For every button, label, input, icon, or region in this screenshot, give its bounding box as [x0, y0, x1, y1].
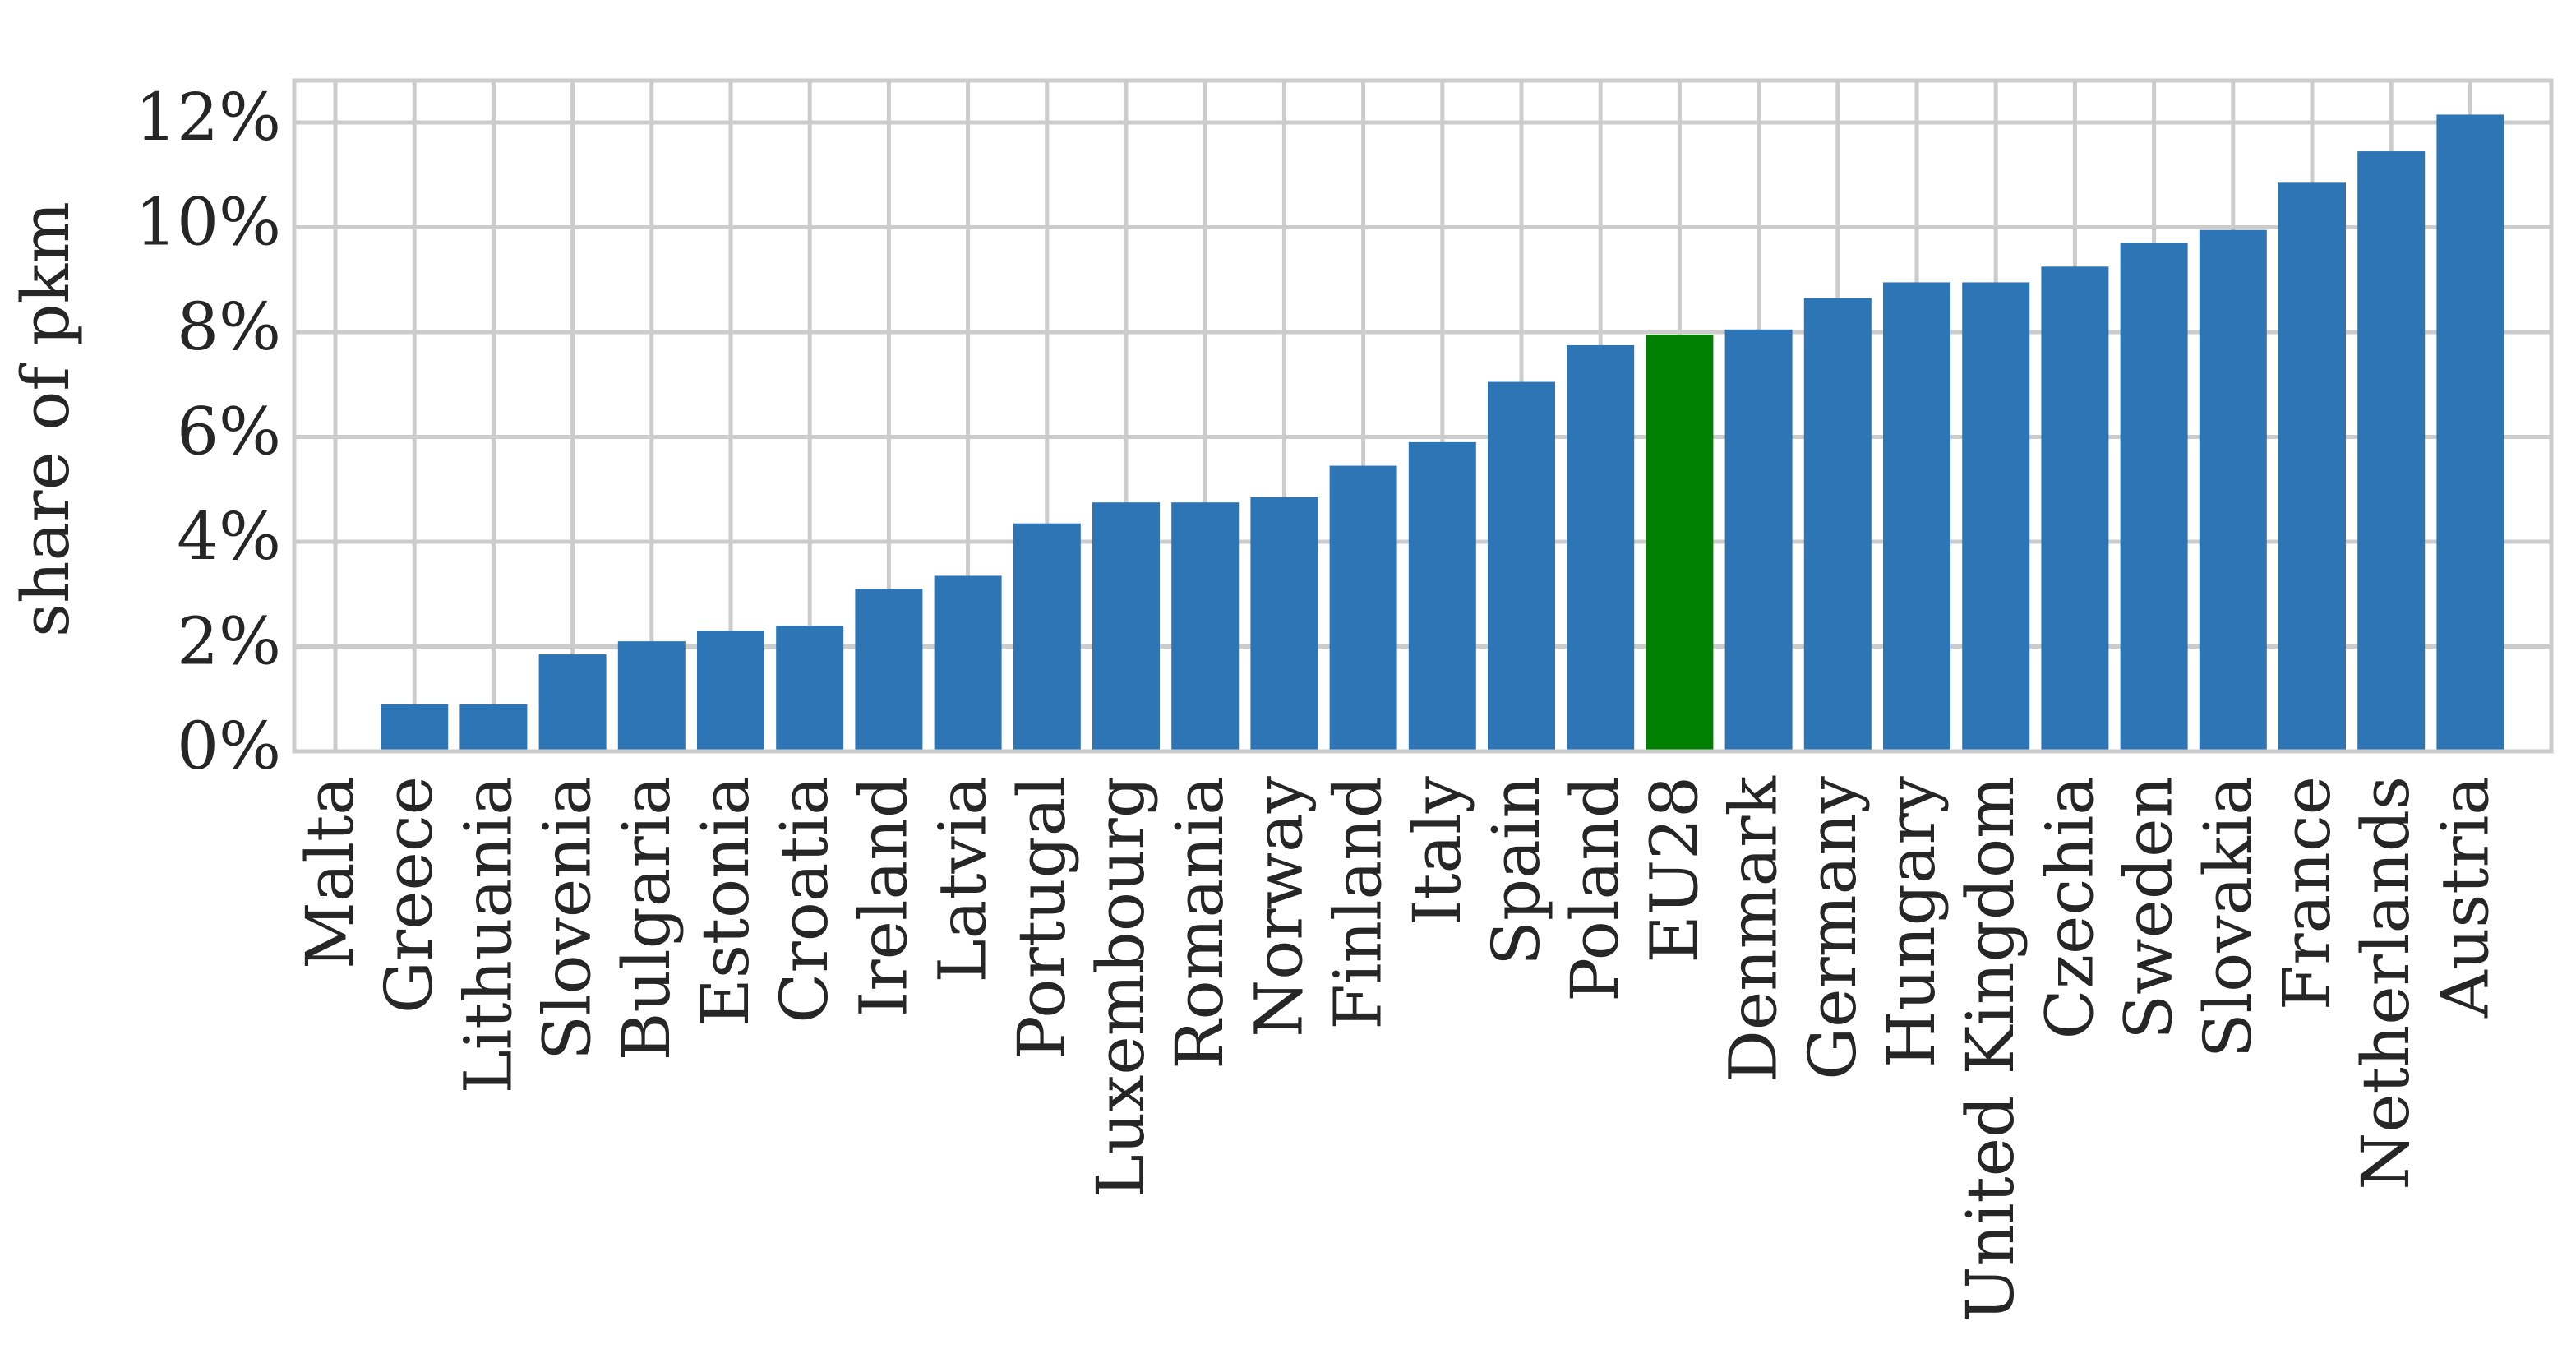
bar	[855, 589, 923, 751]
bar	[697, 631, 764, 751]
y-tick-label: 2%	[177, 603, 281, 680]
bar	[1883, 282, 1950, 751]
bar	[934, 575, 1002, 751]
y-tick-label: 6%	[177, 394, 281, 470]
bar	[459, 704, 528, 751]
x-tick-label: Finland	[1320, 776, 1396, 1030]
x-tick-label: Luxembourg	[1083, 776, 1159, 1198]
bar	[1724, 329, 1793, 751]
bar	[1329, 465, 1397, 751]
bar	[1646, 335, 1714, 751]
x-tick-label: Slovakia	[2190, 776, 2266, 1058]
y-tick-label: 0%	[177, 708, 281, 784]
bar	[1250, 497, 1318, 751]
bar	[2357, 151, 2426, 751]
bar	[1171, 502, 1240, 751]
x-tick-label: Portugal	[1004, 776, 1080, 1060]
x-tick-label: EU28	[1636, 776, 1712, 963]
x-tick-label: Romania	[1161, 776, 1238, 1069]
x-tick-label: France	[2269, 776, 2345, 1010]
x-tick-label: Poland	[1557, 776, 1633, 1002]
bar	[1488, 381, 1555, 751]
x-tick-label: Lithuania	[450, 776, 526, 1093]
x-tick-label: Bulgaria	[608, 776, 685, 1060]
x-tick-label: Hungary	[1873, 776, 1950, 1068]
bar	[538, 654, 607, 751]
y-tick-label: 12%	[135, 79, 281, 155]
bar	[1567, 344, 1635, 751]
x-tick-label: Spain	[1478, 776, 1554, 966]
x-tick-label: Czechia	[2031, 776, 2107, 1039]
x-tick-label: United Kingdom	[1952, 776, 2029, 1322]
bar	[1013, 523, 1081, 751]
y-axis-label: share of pkm	[7, 201, 84, 637]
plot-frame	[292, 78, 2554, 754]
x-tick-label: Latvia	[925, 776, 1001, 982]
bar	[1092, 502, 1160, 751]
bar	[2199, 229, 2267, 751]
bar	[617, 641, 686, 751]
x-tick-label: Netherlands	[2347, 776, 2424, 1190]
y-tick-label: 8%	[177, 289, 281, 365]
x-tick-label: Malta	[292, 776, 368, 969]
bar	[776, 626, 844, 751]
bar	[2436, 114, 2504, 751]
x-tick-label: Denmark	[1715, 774, 1792, 1083]
bars	[381, 114, 2504, 751]
y-tick-label: 10%	[135, 184, 281, 261]
bar	[2041, 266, 2109, 751]
x-tick-label: Austria	[2426, 776, 2503, 1019]
x-tick-label: Germany	[1794, 776, 1871, 1080]
y-tick-label: 4%	[177, 498, 281, 575]
x-tick-label: Sweden	[2111, 776, 2187, 1040]
x-tick-label: Norway	[1240, 776, 1317, 1037]
x-tick-label: Ireland	[845, 776, 921, 1017]
bar	[1962, 282, 2030, 751]
bar	[381, 704, 449, 751]
x-tick-label: Estonia	[687, 776, 764, 1027]
x-tick-label: Italy	[1399, 776, 1475, 926]
bar	[1803, 298, 1872, 751]
x-tick-label: Croatia	[766, 776, 843, 1023]
x-tick-label: Slovenia	[529, 776, 606, 1060]
x-tick-label: Greece	[371, 776, 447, 1014]
bar	[2120, 243, 2188, 751]
bar	[1408, 441, 1476, 751]
bar	[2278, 182, 2346, 751]
